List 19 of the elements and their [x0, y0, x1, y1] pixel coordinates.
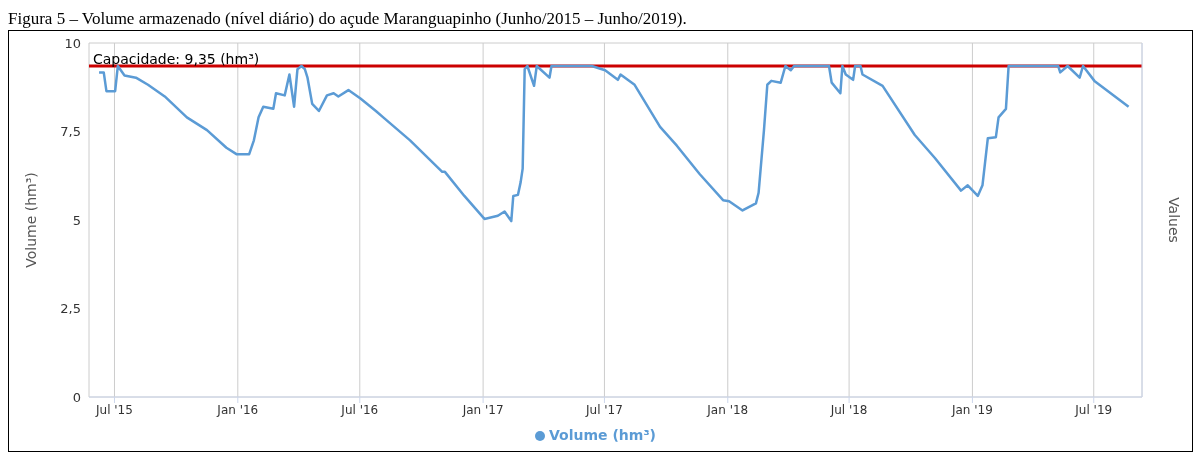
x-tick-label: Jan '16	[216, 402, 259, 417]
y-axis-title: Volume (hm³)	[22, 172, 39, 268]
x-tick-label: Jul '18	[829, 402, 868, 417]
chart-title: Figura 5 – Volume armazenado (nível diário) do açude Maranguapinho (Junho/2015 – Junho/2019).	[8, 8, 688, 30]
y-tick-label: 7,5	[60, 124, 81, 140]
y-tick-label: 5	[72, 212, 81, 228]
x-tick-label: Jul '16	[340, 402, 379, 417]
legend-label: Volume (hm³)	[549, 427, 656, 443]
x-tick-label: Jan '17	[461, 402, 504, 417]
y-tick-label: 2,5	[60, 301, 81, 317]
ref-line-label: Capacidade: 9,35 (hm³)	[93, 50, 260, 67]
x-tick-label: Jan '19	[950, 402, 993, 417]
x-tick-label: Jul '17	[585, 402, 623, 417]
x-tick-label: Jul '19	[1074, 402, 1113, 417]
y2-axis-title: Values	[1166, 197, 1183, 243]
x-tick-label: Jan '18	[706, 402, 749, 417]
y-tick-label: 10	[64, 35, 81, 51]
x-tick-label: Jul '15	[95, 402, 133, 417]
y-tick-label: 0	[72, 389, 81, 405]
